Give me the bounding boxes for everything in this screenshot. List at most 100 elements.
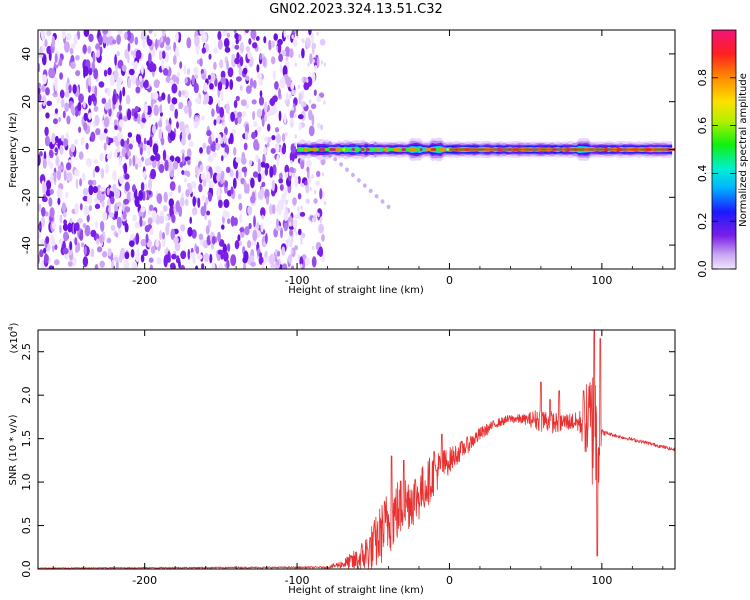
- spectrogram-noise-cell: [113, 69, 119, 81]
- spectrogram-noise-cell: [106, 135, 109, 145]
- spectrogram-noise-cell: [124, 251, 130, 260]
- spectrogram-noise-cell: [86, 194, 93, 205]
- spectrogram-noise-cell: [202, 142, 207, 149]
- spectrogram-noise-cell: [56, 97, 60, 104]
- spectrogram-noise-cell: [43, 253, 49, 264]
- spectrogram-noise-cell: [263, 36, 267, 44]
- spectrogram-noise-cell: [307, 62, 310, 67]
- spectrogram-noise-cell: [108, 206, 111, 213]
- spectrogram-noise-cell: [241, 166, 248, 173]
- spectrogram-noise-cell: [58, 58, 63, 67]
- spectrogram-noise-cell: [213, 47, 218, 54]
- spectrogram-noise-cell: [323, 62, 327, 67]
- spectrogram-noise-cell: [45, 180, 52, 190]
- spectrogram-noise-cell: [149, 264, 153, 269]
- spectrogram-noise-cell: [60, 134, 65, 142]
- spectrogram-noise-cell: [191, 74, 195, 86]
- spectrogram-noise-cell: [271, 135, 276, 141]
- spectrogram-noise-cell: [87, 179, 94, 186]
- spectrogram-noise-cell: [280, 227, 283, 239]
- spectrogram-noise-cell: [181, 129, 186, 141]
- spectrogram-noise-cell: [224, 46, 231, 53]
- spectrogram-noise-cell: [169, 103, 175, 112]
- spectrogram-noise-cell: [62, 223, 69, 232]
- spectrogram-noise-cell: [220, 90, 224, 102]
- spectrogram-noise-cell: [278, 110, 282, 122]
- spectrogram-noise-cell: [275, 133, 281, 144]
- spectrogram-noise-cell: [226, 32, 230, 38]
- spectrogram-noise-cell: [201, 115, 205, 121]
- spectrogram-noise-cell: [274, 127, 280, 133]
- spectrogram-core-cell: [425, 148, 433, 151]
- spectrogram-noise-cell: [118, 156, 122, 167]
- spectrogram-noise-cell: [237, 193, 242, 200]
- spectrogram-noise-cell: [151, 63, 157, 72]
- spectrogram-noise-cell: [79, 203, 83, 211]
- spectrogram-noise-cell: [189, 216, 192, 224]
- spectrogram-noise-cell: [100, 220, 105, 232]
- spectrogram-noise-cell: [286, 239, 289, 244]
- spectrogram-noise-cell: [126, 30, 132, 41]
- spectrogram-noise-cell: [135, 163, 138, 170]
- spectrogram-noise-cell: [148, 52, 152, 64]
- spectrogram-noise-cell: [211, 261, 216, 269]
- colorbar-tick-label: 0.0: [696, 260, 709, 278]
- spectrogram-noise-cell: [311, 174, 314, 179]
- spectrogram-noise-cell: [294, 134, 297, 139]
- spectrogram-noise-cell: [85, 157, 92, 167]
- spectrogram-noise-cell: [289, 48, 294, 58]
- spectrogram-noise-cell: [141, 64, 144, 75]
- spectrogram-noise-cell: [78, 126, 82, 133]
- spectrogram-noise-cell: [122, 210, 127, 220]
- spectrogram-noise-cell: [171, 97, 178, 105]
- spectrogram-noise-cell: [290, 247, 296, 258]
- spectrogram-noise-cell: [112, 93, 117, 105]
- snr-x-axis-label: Height of straight line (km): [288, 585, 424, 596]
- spectrogram-noise-cell: [127, 42, 131, 52]
- spectrogram-noise-cell: [58, 238, 64, 245]
- spectrogram-noise-cell: [256, 73, 262, 79]
- spectrogram-noise-cell: [42, 95, 47, 107]
- spectrogram-noise-cell: [252, 110, 256, 121]
- spectrogram-noise-cell: [123, 162, 128, 175]
- spectrogram-noise-cell: [317, 122, 321, 129]
- spectrogram-noise-cell: [173, 236, 179, 245]
- spectrogram-noise-cell: [150, 168, 157, 180]
- spectrogram-noise-cell: [65, 191, 69, 199]
- spectrogram-noise-cell: [186, 37, 192, 49]
- spectrogram-noise-cell: [94, 85, 98, 97]
- spectrogram-noise-cell: [84, 246, 87, 256]
- spectrogram-noise-cell: [74, 169, 80, 177]
- spectrogram-noise-cell: [291, 90, 294, 95]
- spectrogram-noise-cell: [184, 77, 188, 84]
- spectrogram-noise-cell: [121, 64, 127, 72]
- spectrogram-noise-cell: [94, 264, 99, 269]
- spectrogram-noise-cell: [267, 136, 272, 143]
- spectrogram-noise-cell: [252, 171, 259, 178]
- spectrogram-noise-cell: [209, 253, 213, 264]
- spectrogram-noise-cell: [90, 131, 96, 142]
- spectrogram-noise-cell: [275, 143, 280, 154]
- spectrogram-noise-cell: [42, 53, 47, 66]
- spectrogram-noise-cell: [164, 159, 169, 172]
- spectrogram-noise-cell: [233, 146, 237, 156]
- spectrogram-noise-cell: [323, 100, 326, 105]
- spectrogram-noise-cell: [142, 249, 148, 257]
- spectrogram-noise-cell: [282, 263, 288, 269]
- spectrogram-x-axis-label: Height of straight line (km): [288, 285, 424, 296]
- spectrogram-noise-cell: [271, 40, 275, 48]
- spectrogram-noise-cell: [232, 177, 237, 189]
- spectrogram-tail-cell: [380, 199, 385, 204]
- spectrogram-noise-cell: [193, 82, 199, 94]
- spectrogram-noise-cell: [260, 186, 264, 199]
- spectrogram-noise-cell: [104, 164, 110, 174]
- colorbar-tick-label: 0.2: [696, 212, 709, 230]
- spectrogram-noise-cell: [317, 249, 323, 256]
- spectrogram-noise-cell: [132, 184, 136, 193]
- colorbar-label: Normalized spectral amplitude: [738, 73, 749, 227]
- spectrogram-tail-cell: [368, 188, 373, 194]
- spectrogram-noise-cell: [194, 116, 199, 122]
- spectrogram-noise-cell: [183, 105, 189, 114]
- spectrogram-noise-cell: [171, 253, 177, 260]
- spectrogram-core-cell: [329, 148, 336, 151]
